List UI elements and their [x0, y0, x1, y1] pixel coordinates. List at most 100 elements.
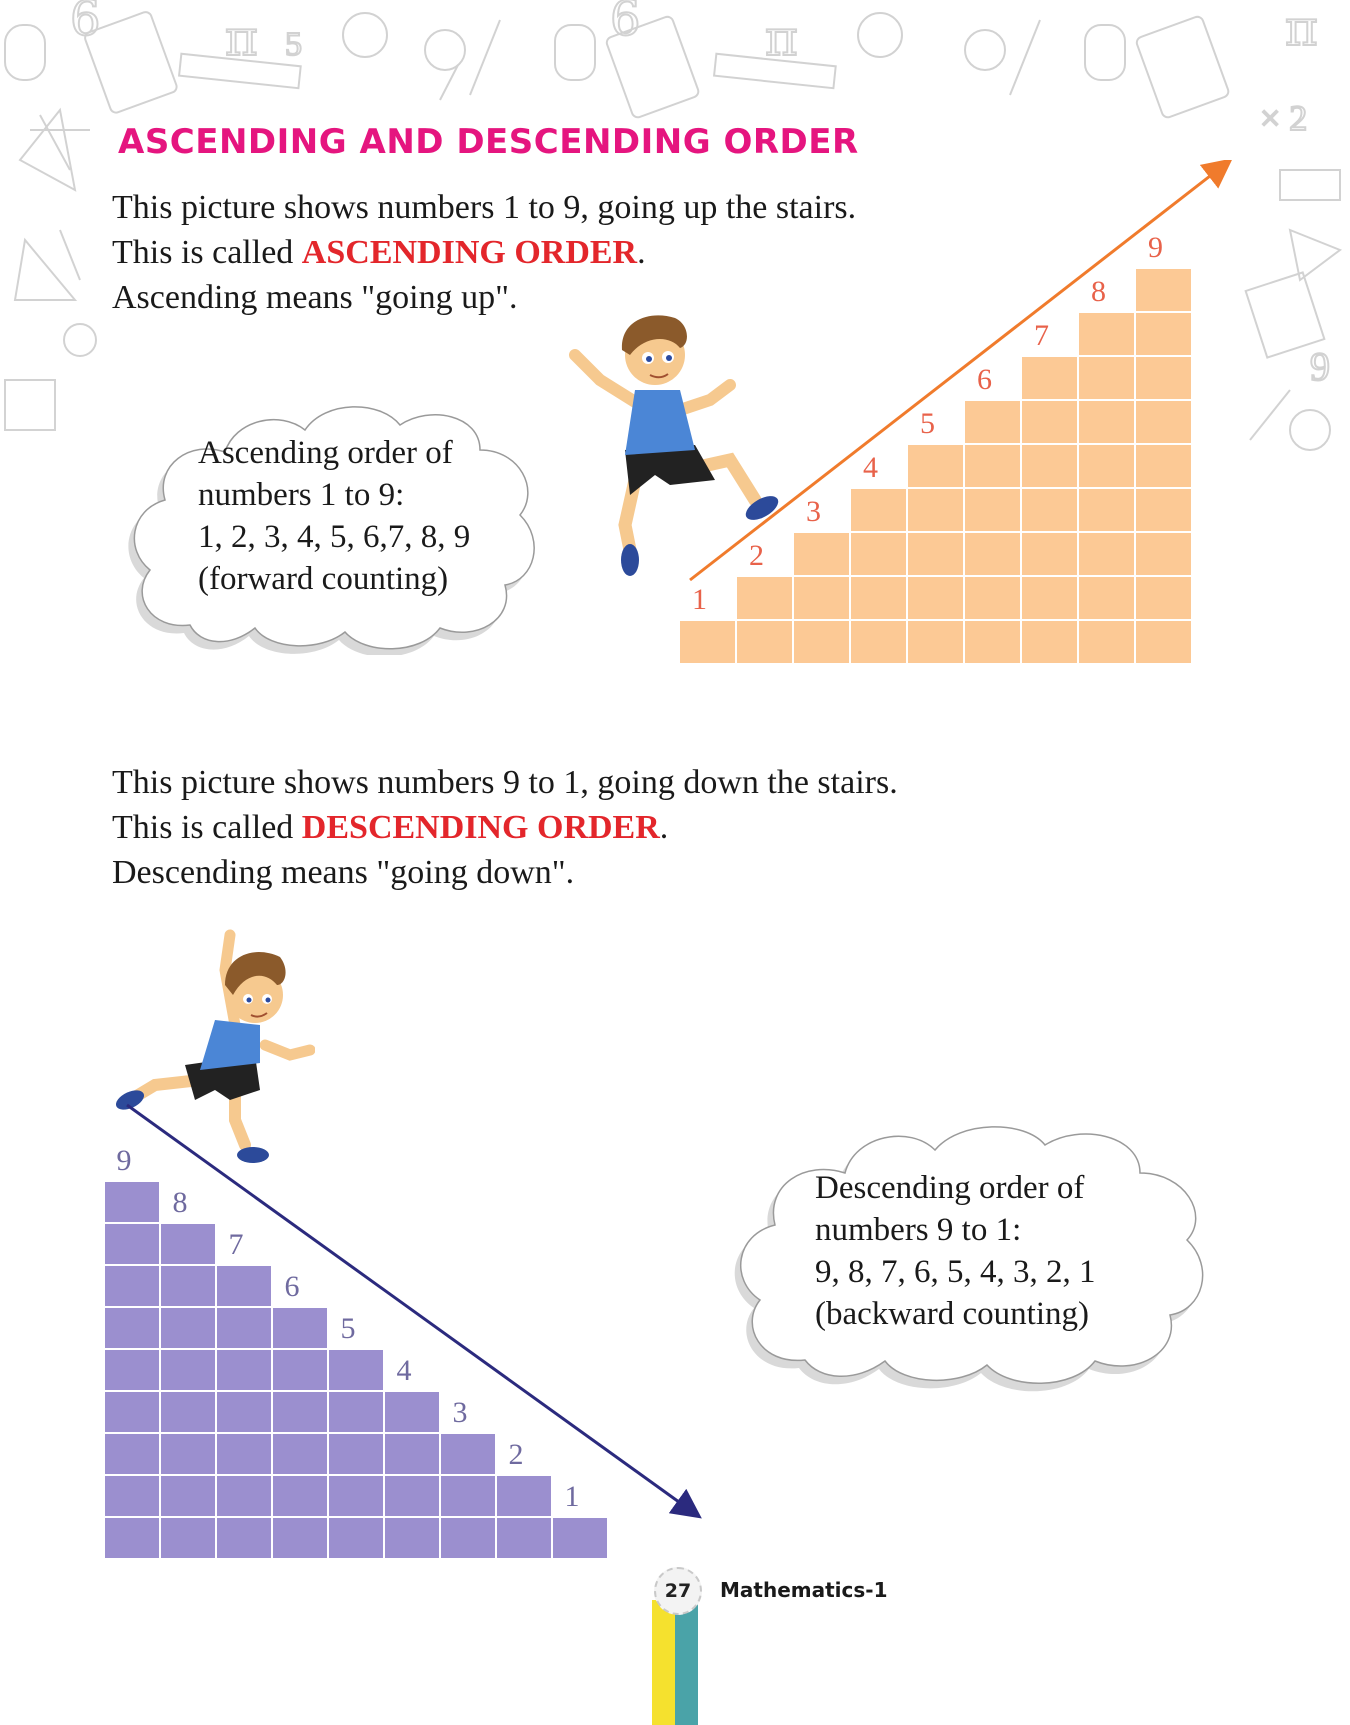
svg-text:π: π — [765, 9, 798, 67]
stair-block — [217, 1266, 271, 1306]
stair-block — [161, 1308, 215, 1348]
stair-block — [1136, 577, 1191, 619]
stair-block — [385, 1518, 439, 1558]
ascending-cloud-line-2: numbers 1 to 9: — [198, 477, 405, 513]
stair-block — [105, 1308, 159, 1348]
stair-block — [1136, 533, 1191, 575]
descending-stairs-graphic: 9 8 7 6 5 4 3 2 1 — [105, 1103, 702, 1558]
step-number-label: 7 — [229, 1228, 244, 1261]
stair-block — [385, 1392, 439, 1432]
ascending-cloud-line-3: 1, 2, 3, 4, 5, 6,7, 8, 9 — [198, 519, 471, 555]
stair-block — [737, 621, 792, 663]
stair-block — [441, 1518, 495, 1558]
ascending-cloud-line-4: (forward counting) — [198, 561, 449, 597]
stair-block — [273, 1518, 327, 1558]
stair-block — [105, 1434, 159, 1474]
ascending-line-3: Ascending means "going up". — [112, 279, 518, 316]
stair-block — [329, 1518, 383, 1558]
stair-block — [1136, 269, 1191, 311]
stair-block — [1079, 489, 1134, 531]
ascending-line-1: This picture shows numbers 1 to 9, going… — [112, 189, 857, 226]
svg-text:6: 6 — [610, 0, 641, 47]
stair-block — [1079, 577, 1134, 619]
ascending-staircase: 1 2 3 4 5 6 7 8 9 — [680, 158, 1240, 670]
stair-block — [441, 1434, 495, 1474]
stair-block — [161, 1434, 215, 1474]
stair-block — [908, 445, 963, 487]
ascending-arrow — [689, 158, 1233, 582]
stair-block — [385, 1434, 439, 1474]
stair-block — [1022, 401, 1077, 443]
stair-block — [329, 1392, 383, 1432]
descending-cloud-line-3: 9, 8, 7, 6, 5, 4, 3, 2, 1 — [815, 1254, 1096, 1290]
stair-block — [1022, 533, 1077, 575]
descending-arrow — [126, 1103, 702, 1519]
descending-cloud-line-4: (backward counting) — [815, 1296, 1089, 1332]
stair-block — [161, 1350, 215, 1390]
stair-block — [441, 1476, 495, 1516]
step-number-label: 8 — [173, 1186, 188, 1219]
step-number-label: 8 — [1091, 275, 1106, 308]
stair-block — [680, 621, 735, 663]
stair-block — [217, 1308, 271, 1348]
stair-block — [965, 401, 1020, 443]
stair-block — [217, 1350, 271, 1390]
descending-line-2: This is called DESCENDING ORDER. — [112, 809, 669, 846]
stair-block — [1136, 621, 1191, 663]
descending-explanation: This picture shows numbers 9 to 1, going… — [112, 760, 898, 895]
stair-block — [737, 577, 792, 619]
stair-block — [217, 1392, 271, 1432]
step-number-label: 1 — [565, 1480, 580, 1513]
step-number-label: 1 — [692, 583, 707, 616]
ascending-order-term: ASCENDING ORDER — [301, 234, 638, 271]
stair-block — [1136, 357, 1191, 399]
step-number-label: 4 — [397, 1354, 412, 1387]
stair-block — [851, 533, 906, 575]
stair-block — [105, 1224, 159, 1264]
stair-block — [161, 1392, 215, 1432]
stair-block — [105, 1518, 159, 1558]
svg-text:π: π — [225, 9, 258, 67]
step-number-label: 9 — [1148, 231, 1163, 264]
ascending-cloud-line-1: Ascending order of — [198, 435, 453, 471]
stair-block — [329, 1434, 383, 1474]
stair-block — [217, 1476, 271, 1516]
stair-block — [161, 1476, 215, 1516]
step-number-label: 3 — [453, 1396, 468, 1429]
stair-block — [1136, 489, 1191, 531]
step-number-label: 5 — [920, 407, 935, 440]
stair-block — [161, 1224, 215, 1264]
step-number-label: 2 — [509, 1438, 524, 1471]
cloud-shape — [128, 406, 535, 655]
stair-block — [1079, 313, 1134, 355]
step-number-label: 2 — [749, 539, 764, 572]
stair-block — [965, 533, 1020, 575]
stair-block — [105, 1392, 159, 1432]
stair-block — [1022, 489, 1077, 531]
step-number-label: 4 — [863, 451, 878, 484]
descending-order-term: DESCENDING ORDER — [301, 809, 660, 846]
stair-block — [273, 1308, 327, 1348]
stair-block — [794, 621, 849, 663]
page-heading: ASCENDING AND DESCENDING ORDER — [118, 122, 859, 162]
cloud-shape — [734, 1126, 1204, 1392]
stair-block — [851, 489, 906, 531]
step-number-label: 3 — [806, 495, 821, 528]
stair-block — [1022, 621, 1077, 663]
stair-block — [1136, 445, 1191, 487]
stair-block — [965, 577, 1020, 619]
step-number-label: 6 — [977, 363, 992, 396]
stair-block — [1022, 445, 1077, 487]
descending-cloud-line-1: Descending order of — [815, 1170, 1085, 1206]
stair-block — [273, 1350, 327, 1390]
stair-block — [105, 1476, 159, 1516]
descending-staircase: 9 8 7 6 5 4 3 2 1 — [105, 1100, 705, 1565]
stair-block — [908, 577, 963, 619]
stair-block — [385, 1476, 439, 1516]
footer-color-tab — [652, 1600, 698, 1725]
stair-block — [329, 1350, 383, 1390]
descending-line-3: Descending means "going down". — [112, 854, 575, 891]
svg-text:5: 5 — [285, 26, 302, 63]
stair-block — [1022, 357, 1077, 399]
book-title: Mathematics-1 — [720, 1578, 888, 1602]
